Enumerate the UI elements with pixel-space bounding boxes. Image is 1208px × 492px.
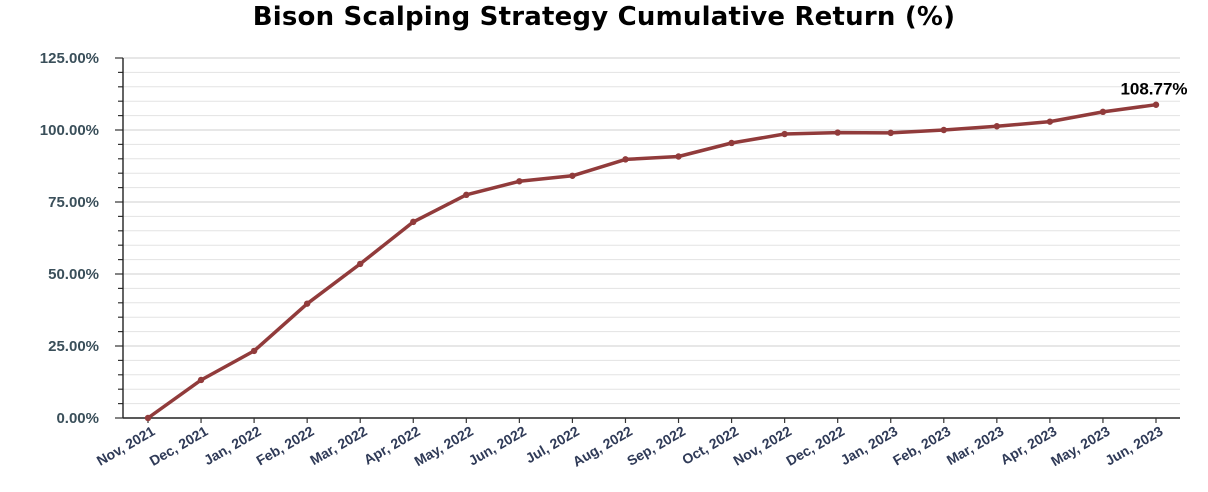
y-tick-label: 50.00% (48, 266, 99, 283)
axes (115, 57, 1180, 423)
x-tick-label: May, 2023 (1048, 423, 1113, 470)
data-point (781, 130, 788, 138)
data-point (834, 129, 841, 136)
data-point (887, 129, 894, 137)
x-tick-label: Mar, 2023 (944, 423, 1007, 468)
x-tick-label: Sep, 2022 (624, 423, 688, 469)
data-point (250, 347, 258, 355)
data-point (728, 139, 735, 147)
gridlines (123, 57, 1180, 405)
data-point (303, 300, 311, 307)
data-point (357, 260, 364, 268)
x-tick-label: Jan, 2022 (201, 423, 264, 468)
x-tick-label: Nov, 2022 (730, 423, 794, 469)
y-tick-label: 0.00% (56, 410, 99, 427)
data-point (675, 153, 682, 160)
x-tick-label: Jun, 2022 (466, 423, 529, 469)
data-label: 108.77% (1120, 80, 1187, 99)
x-tick-label: May, 2022 (411, 423, 476, 470)
data-point (940, 126, 947, 134)
x-tick-label: Aug, 2022 (570, 423, 635, 470)
x-tick-label: Feb, 2023 (890, 423, 953, 469)
data-point (410, 218, 417, 226)
x-tick-label: Jan, 2023 (838, 423, 901, 468)
data-point (1046, 118, 1054, 125)
x-tick-label: Jun, 2023 (1102, 423, 1165, 469)
x-tick-label: Dec, 2022 (783, 423, 847, 469)
x-tick-label: Mar, 2022 (307, 423, 370, 468)
y-axis-ticks: 0.00% 25.00% 50.00% 75.00% 100.00% 125.00% (40, 50, 99, 427)
data-point (1152, 101, 1160, 108)
data-point (569, 172, 576, 179)
data-point (197, 376, 205, 384)
y-tick-label: 75.00% (48, 194, 99, 211)
y-tick-label: 100.00% (40, 122, 99, 139)
data-point (144, 414, 152, 422)
data-labels: 108.77% (1120, 80, 1187, 99)
data-point (463, 191, 470, 198)
y-tick-label: 25.00% (48, 338, 99, 355)
data-point (1099, 108, 1107, 116)
y-tick-label: 125.00% (40, 50, 99, 67)
series-layer (144, 101, 1160, 422)
data-point (622, 156, 629, 163)
x-tick-label: Oct, 2022 (679, 423, 741, 468)
chart-title: Bison Scalping Strategy Cumulative Retur… (252, 2, 956, 32)
series-line (146, 102, 1158, 420)
x-tick-label: Dec, 2021 (147, 423, 211, 469)
data-point (516, 178, 523, 185)
data-point (993, 123, 1001, 130)
x-tick-label: Feb, 2022 (253, 423, 316, 469)
x-tick-label: Nov, 2021 (94, 423, 158, 469)
